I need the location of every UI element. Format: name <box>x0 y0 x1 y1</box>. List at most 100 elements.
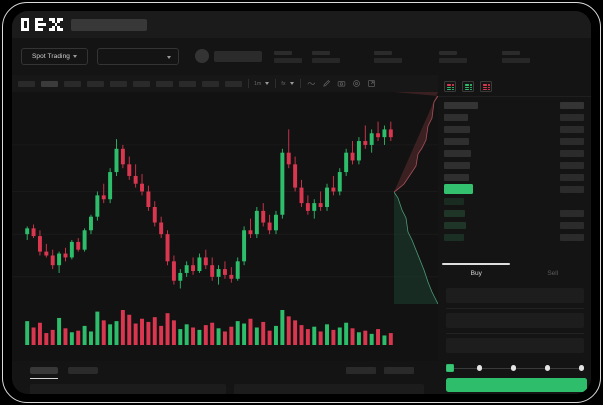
ticker-stat-2 <box>312 51 340 63</box>
interval-button-5[interactable] <box>110 80 127 87</box>
order-book-view-toggles <box>444 81 492 92</box>
order-book <box>438 75 591 260</box>
indicator-label[interactable]: fx <box>281 80 286 87</box>
chevron-down-icon <box>73 55 78 58</box>
camera-snapshot-icon[interactable] <box>337 79 346 88</box>
slider-handle[interactable] <box>446 364 454 372</box>
order-book-row[interactable] <box>438 123 591 135</box>
interval-button-7[interactable] <box>156 80 173 87</box>
interval-button-9[interactable] <box>202 80 219 87</box>
nav-item-1[interactable] <box>159 21 190 28</box>
order-amount <box>444 125 470 133</box>
order-book-row[interactable] <box>438 183 591 195</box>
order-total-field[interactable] <box>446 338 584 353</box>
stat-value <box>502 58 530 63</box>
app-screen: Spot Trading 1m fx <box>12 11 591 394</box>
orderbook-bids-icon[interactable] <box>462 81 474 92</box>
ticker-stat-3 <box>374 51 402 63</box>
order-book-row[interactable] <box>438 219 591 231</box>
slider-stop-100[interactable] <box>579 365 585 371</box>
icon-side-bars <box>451 83 454 90</box>
order-book-row[interactable] <box>438 111 591 123</box>
interval-button-6[interactable] <box>133 80 150 87</box>
order-price <box>560 149 584 157</box>
candlestick-series <box>12 121 438 345</box>
search-input[interactable] <box>71 18 147 31</box>
interval-button-8[interactable] <box>179 80 196 87</box>
slider-stop-50[interactable] <box>511 365 517 371</box>
order-price <box>560 209 584 217</box>
icon-bars <box>482 83 487 90</box>
order-book-row[interactable] <box>438 171 591 183</box>
orderbook-asks-icon[interactable] <box>480 81 492 92</box>
interval-button-4[interactable] <box>87 80 104 87</box>
fullscreen-icon[interactable] <box>367 79 376 88</box>
order-amount <box>444 221 466 229</box>
order-price <box>560 125 584 133</box>
order-book-row[interactable] <box>438 159 591 171</box>
toolbar-divider <box>248 79 249 88</box>
orders-panel <box>12 361 438 394</box>
nav-item-4[interactable] <box>288 21 319 28</box>
order-price <box>560 233 584 241</box>
slider-stop-75[interactable] <box>545 365 551 371</box>
wave-indicator-icon[interactable] <box>307 79 316 88</box>
trading-mode-label: Spot Trading <box>31 53 71 60</box>
tab-order-history[interactable] <box>68 367 98 374</box>
order-price <box>560 185 584 193</box>
icon-side-bars <box>487 83 490 90</box>
trading-mode-selector[interactable]: Spot Trading <box>21 48 88 65</box>
order-price <box>560 101 584 109</box>
divider <box>446 308 584 309</box>
order-price-field[interactable] <box>446 288 584 303</box>
amount-percent-slider[interactable] <box>446 364 587 372</box>
order-book-row[interactable] <box>438 147 591 159</box>
chevron-down-icon[interactable] <box>265 82 270 85</box>
order-amount <box>444 173 469 181</box>
settings-gear-icon[interactable] <box>352 79 361 88</box>
tab-buy[interactable]: Buy <box>470 270 482 277</box>
order-book-row[interactable] <box>438 231 591 243</box>
order-book-row[interactable] <box>438 195 591 207</box>
ticker-bar: Spot Trading <box>12 38 591 75</box>
stat-label <box>274 51 292 55</box>
submit-buy-button[interactable] <box>446 378 587 392</box>
interval-button-2[interactable] <box>41 80 58 87</box>
ticker-stat-4 <box>439 51 467 63</box>
order-amount-field[interactable] <box>446 313 584 328</box>
panel-action-1[interactable] <box>346 367 376 374</box>
time-interval-label[interactable]: 1m <box>254 80 262 87</box>
chevron-down-icon[interactable] <box>289 82 294 85</box>
orders-card-1[interactable] <box>30 384 226 394</box>
nav-item-3[interactable] <box>245 21 276 28</box>
pencil-draw-icon[interactable] <box>322 79 331 88</box>
tab-sell[interactable]: Sell <box>547 270 559 277</box>
slider-stop-25[interactable] <box>477 365 483 371</box>
active-tab-indicator <box>30 378 58 380</box>
market-depth-chart <box>394 92 438 304</box>
order-book-row[interactable] <box>438 135 591 147</box>
stat-label <box>439 51 457 55</box>
interval-button-1[interactable] <box>18 80 35 87</box>
panel-action-2[interactable] <box>384 367 414 374</box>
order-book-row[interactable] <box>438 99 591 111</box>
slider-track <box>449 367 584 369</box>
okx-logo[interactable] <box>21 18 63 31</box>
nav-item-2[interactable] <box>202 21 233 28</box>
pair-search-select[interactable] <box>97 48 179 65</box>
stat-value <box>374 58 402 63</box>
stat-label <box>502 51 520 55</box>
interval-button-10[interactable] <box>225 80 242 87</box>
orders-card-2[interactable] <box>234 384 424 394</box>
orderbook-both-icon[interactable] <box>444 81 456 92</box>
tab-open-orders[interactable] <box>30 367 58 374</box>
price-chart[interactable] <box>12 92 438 361</box>
top-navigation-bar <box>12 11 591 38</box>
toolbar-divider <box>275 79 277 88</box>
interval-button-3[interactable] <box>64 80 81 87</box>
order-book-row[interactable] <box>438 207 591 219</box>
order-amount <box>444 101 478 109</box>
pair-name <box>214 51 262 62</box>
nav-item-5[interactable] <box>331 21 362 28</box>
